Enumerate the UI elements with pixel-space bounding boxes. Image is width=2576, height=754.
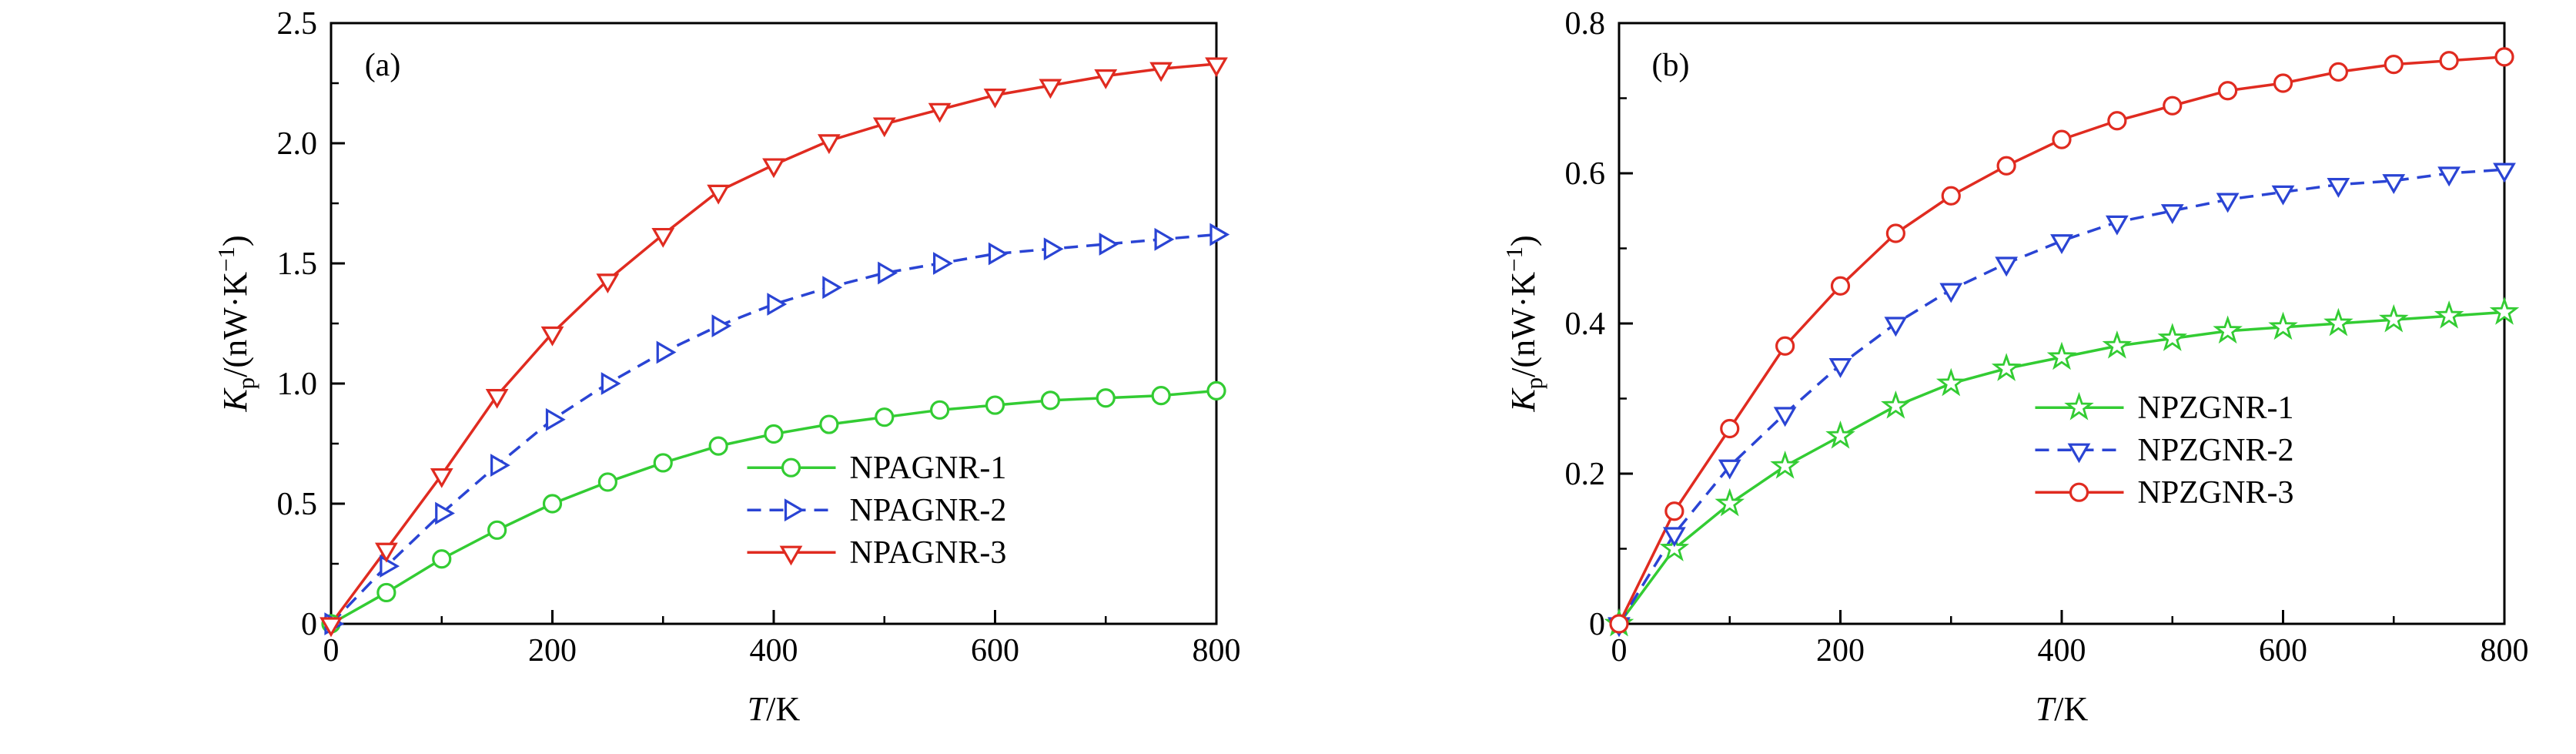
svg-text:0.8: 0.8 <box>1565 6 1606 42</box>
svg-text:0.6: 0.6 <box>1565 156 1606 192</box>
svg-text:(b): (b) <box>1652 48 1690 83</box>
svg-text:800: 800 <box>2481 633 2529 669</box>
svg-text:600: 600 <box>2259 633 2307 669</box>
svg-text:200: 200 <box>528 633 577 669</box>
svg-text:200: 200 <box>1816 633 1865 669</box>
svg-text:T/K: T/K <box>748 690 801 728</box>
svg-text:400: 400 <box>750 633 798 669</box>
svg-text:0: 0 <box>1611 633 1628 669</box>
thermal-conductance-chart-b: 0 200 400 600 800 0 0.2 0.4 0.6 0.8 NPZGNR-1 NPZGNR… <box>1500 6 2529 728</box>
svg-text:Kp/(nW·K−1): Kp/(nW·K−1) <box>212 235 259 412</box>
svg-text:0.4: 0.4 <box>1565 307 1606 342</box>
svg-text:0: 0 <box>1589 607 1605 642</box>
svg-text:NPAGNR-2: NPAGNR-2 <box>850 493 1007 528</box>
svg-text:600: 600 <box>971 633 1019 669</box>
svg-text:NPZGNR-1: NPZGNR-1 <box>2138 390 2294 426</box>
svg-text:2.0: 2.0 <box>277 126 318 162</box>
svg-text:0.2: 0.2 <box>1565 457 1606 492</box>
svg-text:0: 0 <box>323 633 340 669</box>
svg-text:0.5: 0.5 <box>277 487 318 522</box>
svg-text:NPAGNR-3: NPAGNR-3 <box>850 535 1007 571</box>
svg-text:1.5: 1.5 <box>277 246 318 282</box>
svg-text:NPZGNR-3: NPZGNR-3 <box>2138 475 2294 511</box>
svg-text:0: 0 <box>301 607 317 642</box>
svg-text:T/K: T/K <box>2036 690 2089 728</box>
svg-text:800: 800 <box>1193 633 1241 669</box>
panel-b: 0 200 400 600 800 0 0.2 0.4 0.6 0.8 NPZGNR-1 NPZGNR… <box>1288 0 2576 750</box>
panel-a: 0 200 400 600 800 0 0.5 1.0 1.5 2.0 2.5 NPAGNR-1 NPA… <box>0 0 1288 750</box>
svg-text:NPZGNR-2: NPZGNR-2 <box>2138 433 2294 468</box>
svg-text:NPAGNR-1: NPAGNR-1 <box>850 451 1007 486</box>
svg-text:Kp/(nW·K−1): Kp/(nW·K−1) <box>1500 235 1547 412</box>
svg-text:2.5: 2.5 <box>277 6 318 42</box>
svg-text:400: 400 <box>2038 633 2086 669</box>
thermal-conductance-chart-a: 0 200 400 600 800 0 0.5 1.0 1.5 2.0 2.5 NPAGNR-1 NPA… <box>212 6 1241 728</box>
svg-text:1.0: 1.0 <box>277 367 318 402</box>
svg-text:(a): (a) <box>365 48 401 83</box>
